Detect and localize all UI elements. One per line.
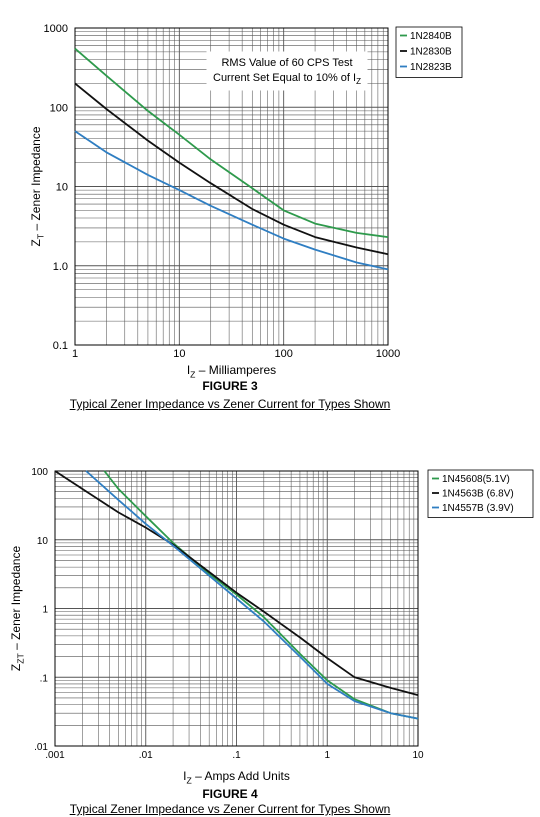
figure-3-title: FIGURE 3 [202,379,258,393]
legend-label: 1N2830B [410,47,452,58]
legend-frame [427,469,534,518]
x-tick-label: 10 [412,750,424,761]
figure-3-caption: Typical Zener Impedance vs Zener Current… [69,397,391,411]
x-axis-label: IZ – Milliamperes [187,363,276,380]
series-line [74,130,389,271]
y-tick-label: 1000 [44,23,68,35]
series-line [74,47,389,238]
y-axis-label: ZT – Zener Impedance [29,126,46,246]
plot-frame [54,470,419,747]
plot-frame [74,27,389,346]
note-background [206,51,368,91]
figure-4-caption: Typical Zener Impedance vs Zener Current… [69,802,391,816]
series-lines [74,47,389,271]
x-axis-label: IZ – Amps Add Units [183,769,290,786]
y-tick-label: 100 [31,467,48,478]
legend-label: 1N2823B [410,62,452,73]
chart-1: 1 10 100 1000 1000 100 10 1.0 0.1 ZT – Zener Impe… [29,23,463,380]
y-axis-label: ZZT – Zener Impedance [9,546,26,672]
note-line-1: RMS Value of 60 CPS Test [221,57,352,69]
legend-label: 1N4563B (6.8V) [442,489,514,500]
legend-label: 1N4557B (3.9V) [442,503,514,514]
y-tick-label: 100 [50,102,68,114]
figure-4-title: FIGURE 4 [202,787,258,801]
x-tick-label: .001 [45,750,65,761]
series-line [74,82,389,256]
x-tick-label: 1000 [376,348,400,360]
x-tick-label: 100 [274,348,292,360]
legend: 1N45608(5.1V) 1N4563B (6.8V) 1N4557B (3.9V… [427,469,534,518]
note-line-2: Current Set Equal to 10% of IZ [213,72,361,86]
y-tick-label: .01 [34,742,48,753]
y-tick-label: .1 [40,673,49,684]
series-lines [54,470,419,720]
legend-label: 1N2840B [410,31,452,42]
y-tick-label: 10 [56,182,68,194]
legend: 1N2840B 1N2830B 1N2823B [395,26,463,78]
y-tick-label: 1 [42,605,48,616]
x-tick-label: .01 [139,750,153,761]
series-line [54,470,419,696]
x-tick-label: .1 [232,750,241,761]
x-tick-label: 10 [173,348,185,360]
y-tick-label: 1.0 [53,261,68,273]
series-line [85,470,419,720]
x-tick-label: 1 [324,750,330,761]
series-line [103,470,419,720]
y-tick-label: 10 [37,536,49,547]
legend-label: 1N45608(5.1V) [442,474,510,485]
x-tick-label: 1 [72,348,78,360]
y-tick-label: 0.1 [53,340,68,352]
